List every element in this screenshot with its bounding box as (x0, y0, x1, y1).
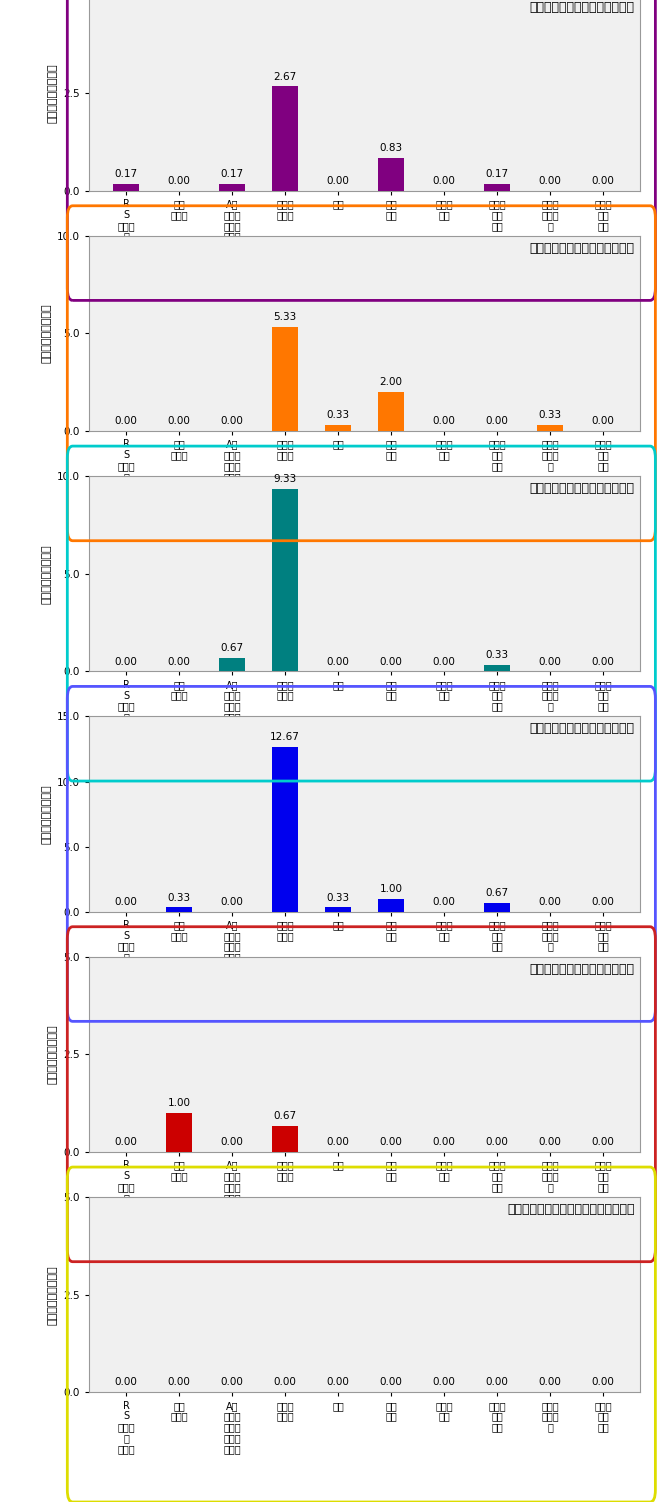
Text: 0.00: 0.00 (327, 1377, 350, 1388)
Text: 0.00: 0.00 (486, 416, 509, 427)
Text: 0.00: 0.00 (539, 1137, 562, 1148)
Bar (378, 898, 405, 912)
Text: 堺区の疾患別定点当たり報告数: 堺区の疾患別定点当たり報告数 (530, 242, 635, 255)
Bar (484, 665, 510, 671)
Bar (537, 425, 564, 431)
Text: 0.00: 0.00 (115, 656, 138, 667)
Bar (378, 158, 405, 191)
Text: 0.00: 0.00 (115, 416, 138, 427)
Text: 0.33: 0.33 (168, 892, 191, 903)
Bar (219, 658, 246, 671)
Bar (484, 185, 510, 191)
Text: 0.00: 0.00 (168, 1377, 191, 1388)
Text: 0.00: 0.00 (539, 897, 562, 907)
Y-axis label: 定点当たりの報告数: 定点当たりの報告数 (48, 63, 58, 123)
Bar (272, 327, 298, 431)
Text: 0.00: 0.00 (433, 897, 455, 907)
Text: 0.00: 0.00 (274, 1377, 296, 1388)
Text: 9.33: 9.33 (273, 475, 297, 484)
Y-axis label: 定点当たりの報告数: 定点当たりの報告数 (48, 1024, 58, 1084)
Text: 0.33: 0.33 (486, 650, 509, 659)
Text: 12.67: 12.67 (270, 731, 300, 742)
Text: 0.00: 0.00 (433, 656, 455, 667)
Text: 0.00: 0.00 (433, 416, 455, 427)
Bar (325, 425, 351, 431)
Text: 0.00: 0.00 (220, 1377, 244, 1388)
Text: 0.00: 0.00 (433, 1377, 455, 1388)
Text: 北区の疾患別定点当たり報告数: 北区の疾患別定点当たり報告数 (530, 2, 635, 15)
Bar (378, 392, 405, 431)
Text: 0.00: 0.00 (539, 656, 562, 667)
Bar (272, 87, 298, 191)
Bar (272, 1126, 298, 1152)
Text: 1.00: 1.00 (168, 1098, 191, 1108)
Text: 西区の疾患別定点当たり報告数: 西区の疾患別定点当たり報告数 (530, 482, 635, 496)
Text: 0.00: 0.00 (591, 656, 614, 667)
Y-axis label: 定点当たりの報告数: 定点当たりの報告数 (42, 784, 51, 844)
Text: 0.00: 0.00 (220, 1137, 244, 1148)
Text: 0.00: 0.00 (539, 176, 562, 186)
Y-axis label: 定点当たりの報告数: 定点当たりの報告数 (48, 1265, 58, 1325)
Text: 0.00: 0.00 (433, 176, 455, 186)
Text: 1.00: 1.00 (379, 883, 403, 894)
Text: 東・美原区の疾患別定点当たり報告数: 東・美原区の疾患別定点当たり報告数 (507, 1203, 635, 1217)
Bar (113, 185, 139, 191)
Text: 0.00: 0.00 (486, 1377, 509, 1388)
Text: 0.83: 0.83 (379, 144, 403, 153)
Text: 0.00: 0.00 (168, 176, 191, 186)
Text: 0.00: 0.00 (591, 176, 614, 186)
Text: 0.17: 0.17 (220, 170, 244, 179)
Text: 0.00: 0.00 (115, 897, 138, 907)
Text: 0.67: 0.67 (220, 643, 244, 653)
Y-axis label: 定点当たりの報告数: 定点当たりの報告数 (42, 544, 51, 604)
Text: 0.00: 0.00 (486, 1137, 509, 1148)
Text: 0.00: 0.00 (379, 1137, 403, 1148)
Text: 0.67: 0.67 (274, 1111, 297, 1120)
Text: 0.17: 0.17 (486, 170, 509, 179)
Text: 0.00: 0.00 (327, 176, 350, 186)
Text: 0.00: 0.00 (591, 1137, 614, 1148)
Text: 南区の疾患別定点当たり報告数: 南区の疾患別定点当たり報告数 (530, 963, 635, 976)
Text: 0.00: 0.00 (433, 1137, 455, 1148)
Text: 0.00: 0.00 (220, 897, 244, 907)
Text: 0.33: 0.33 (539, 410, 562, 419)
Text: 0.33: 0.33 (327, 410, 350, 419)
Text: 5.33: 5.33 (273, 312, 297, 321)
Text: 0.67: 0.67 (486, 888, 509, 898)
Text: 0.00: 0.00 (591, 897, 614, 907)
Text: 0.00: 0.00 (591, 1377, 614, 1388)
Bar (219, 185, 246, 191)
Y-axis label: 定点当たりの報告数: 定点当たりの報告数 (42, 303, 51, 363)
Text: 2.00: 2.00 (379, 377, 403, 388)
Text: 0.17: 0.17 (115, 170, 138, 179)
Text: 0.00: 0.00 (327, 656, 350, 667)
Text: 0.33: 0.33 (327, 892, 350, 903)
Text: 0.00: 0.00 (115, 1377, 138, 1388)
Text: 0.00: 0.00 (327, 1137, 350, 1148)
Text: 0.00: 0.00 (379, 1377, 403, 1388)
Bar (272, 490, 298, 671)
Text: 0.00: 0.00 (379, 656, 403, 667)
Text: 0.00: 0.00 (220, 416, 244, 427)
Bar (166, 907, 193, 912)
Text: 0.00: 0.00 (168, 416, 191, 427)
Text: 0.00: 0.00 (591, 416, 614, 427)
Text: 0.00: 0.00 (115, 1137, 138, 1148)
Text: 0.00: 0.00 (168, 656, 191, 667)
Text: 2.67: 2.67 (273, 72, 297, 81)
Bar (325, 907, 351, 912)
Text: 中区の疾患別定点当たり報告数: 中区の疾患別定点当たり報告数 (530, 722, 635, 736)
Bar (166, 1113, 193, 1152)
Text: 0.00: 0.00 (539, 1377, 562, 1388)
Bar (272, 746, 298, 912)
Bar (484, 903, 510, 912)
